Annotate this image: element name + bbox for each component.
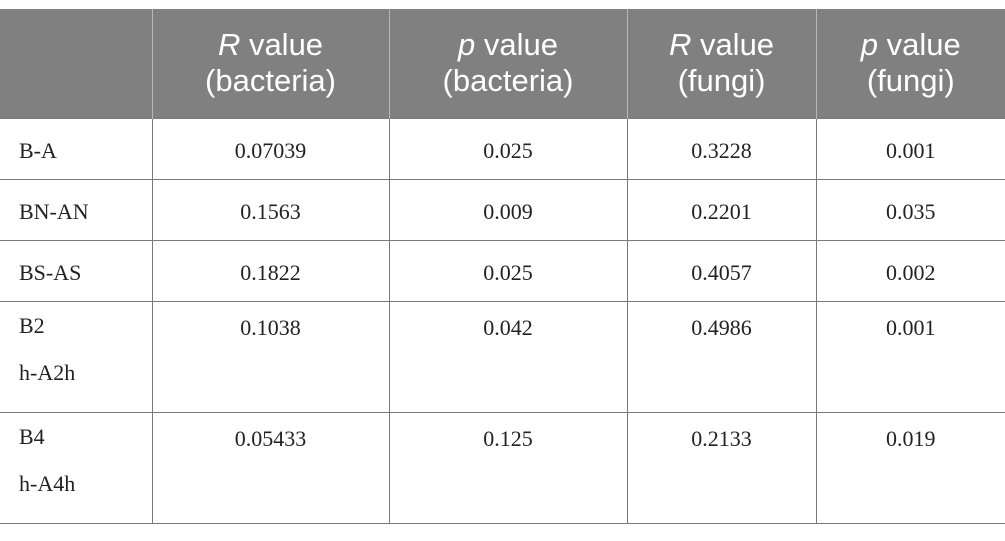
header-row: R value (bacteria) p value (bacteria) R … (0, 9, 1005, 118)
header-p-value-fungi: p value (fungi) (815, 9, 1005, 118)
cell-r-bacteria: 0.1563 (151, 178, 390, 241)
table-header: R value (bacteria) p value (bacteria) R … (0, 9, 1005, 118)
cell-r-bacteria: 0.05433 (151, 411, 390, 524)
cell-r-bacteria: 0.07039 (151, 117, 390, 180)
cell-r-bacteria: 0.1038 (151, 300, 390, 413)
table-body: B-A 0.07039 0.025 0.3228 0.001 BN-AN 0.1… (0, 117, 1005, 524)
row-label: B4 h-A4h (0, 411, 153, 524)
row-label: B-A (0, 117, 153, 180)
cell-r-fungi: 0.2133 (626, 411, 817, 524)
cell-r-fungi: 0.2201 (626, 178, 817, 241)
table-row: B-A 0.07039 0.025 0.3228 0.001 (0, 117, 1005, 180)
cell-p-bacteria: 0.125 (388, 411, 628, 524)
header-r-value-fungi: R value (fungi) (626, 9, 816, 118)
row-label: B2 h-A2h (0, 300, 153, 413)
cell-p-bacteria: 0.025 (388, 117, 628, 180)
cell-p-bacteria: 0.025 (388, 239, 628, 302)
cell-p-bacteria: 0.009 (388, 178, 628, 241)
header-r-value-bacteria: R value (bacteria) (151, 9, 389, 118)
table-row: BN-AN 0.1563 0.009 0.2201 0.035 (0, 178, 1005, 241)
header-p-value-bacteria: p value (bacteria) (388, 9, 627, 118)
cell-p-bacteria: 0.042 (388, 300, 628, 413)
row-label: BN-AN (0, 178, 153, 241)
table-row: BS-AS 0.1822 0.025 0.4057 0.002 (0, 239, 1005, 302)
table-row: B2 h-A2h 0.1038 0.042 0.4986 0.001 (0, 300, 1005, 413)
cell-p-fungi: 0.001 (815, 300, 1005, 413)
row-label: BS-AS (0, 239, 153, 302)
cell-r-fungi: 0.3228 (626, 117, 817, 180)
cell-r-fungi: 0.4057 (626, 239, 817, 302)
cell-r-fungi: 0.4986 (626, 300, 817, 413)
cell-r-bacteria: 0.1822 (151, 239, 390, 302)
cell-p-fungi: 0.001 (815, 117, 1005, 180)
table-row: B4 h-A4h 0.05433 0.125 0.2133 0.019 (0, 411, 1005, 524)
header-empty-cell (0, 9, 152, 118)
cell-p-fungi: 0.019 (815, 411, 1005, 524)
cell-p-fungi: 0.002 (815, 239, 1005, 302)
cell-p-fungi: 0.035 (815, 178, 1005, 241)
results-table: R value (bacteria) p value (bacteria) R … (0, 9, 1005, 524)
